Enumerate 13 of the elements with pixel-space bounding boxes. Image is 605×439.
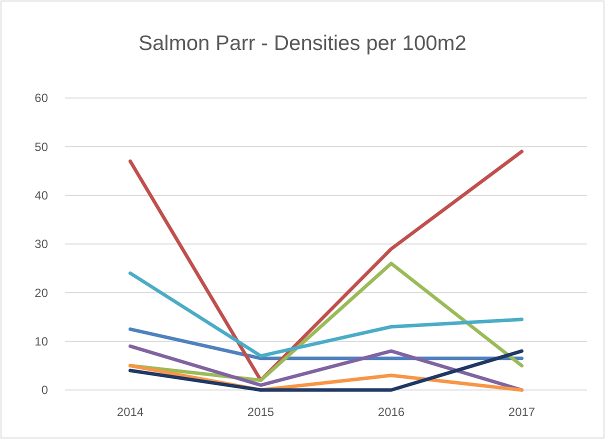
chart-title: Salmon Parr - Densities per 100m2 <box>138 32 466 55</box>
y-tick-label: 10 <box>34 334 48 349</box>
y-tick-label: 40 <box>34 188 48 203</box>
line-series <box>128 271 524 358</box>
x-tick-label: 2017 <box>508 405 536 419</box>
x-tick-label: 2014 <box>116 405 144 419</box>
y-tick-label: 30 <box>34 237 48 252</box>
y-tick-label: 20 <box>34 286 48 300</box>
y-tick-label: 60 <box>34 91 48 106</box>
x-tick-label: 2016 <box>378 405 405 419</box>
y-tick-label: 0 <box>41 383 48 398</box>
y-tick-label: 50 <box>34 140 48 154</box>
x-tick-label: 2015 <box>247 405 274 419</box>
